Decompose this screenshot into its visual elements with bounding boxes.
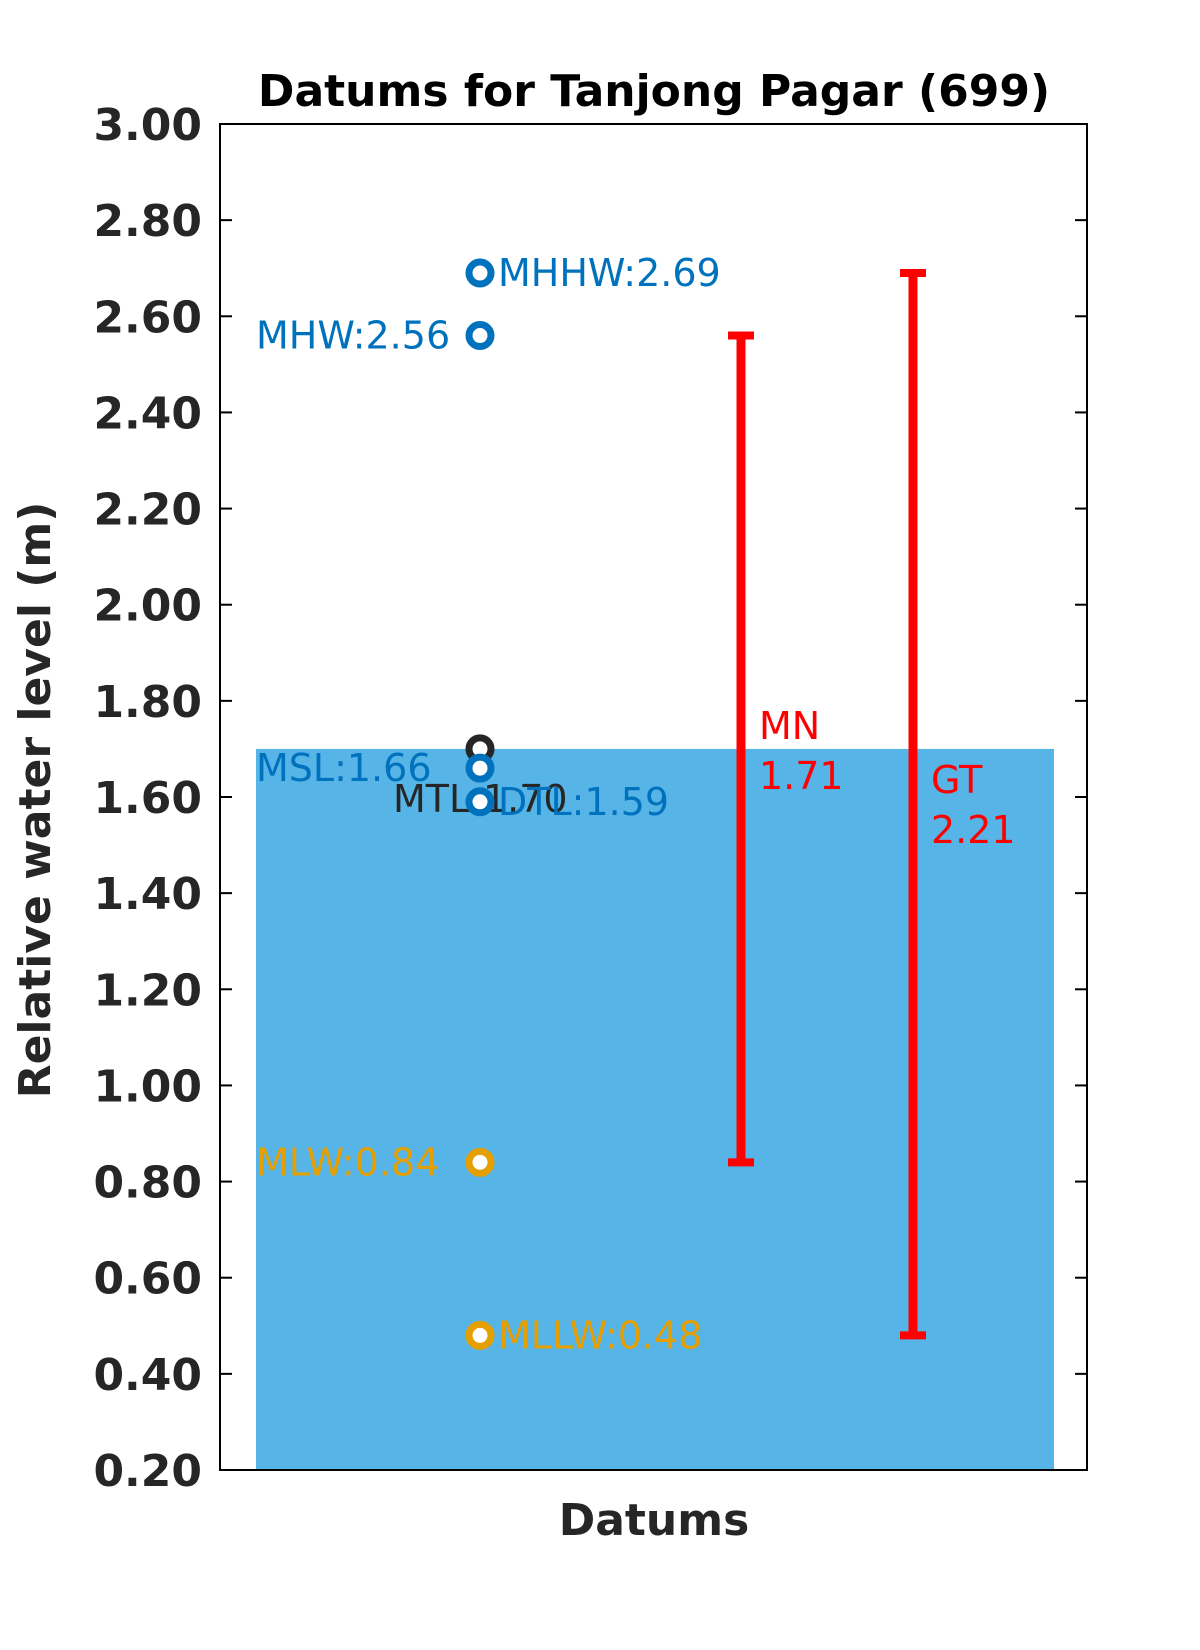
y-tick-label: 1.40 <box>93 869 202 920</box>
y-tick-label: 2.00 <box>93 581 202 632</box>
range-mn-name: MN <box>759 704 820 748</box>
chart-title: Datums for Tanjong Pagar (699) <box>258 66 1050 117</box>
datum-point-dtl <box>465 787 495 817</box>
range-gt-value: 2.21 <box>931 808 1016 852</box>
datum-point-mhhw <box>465 258 495 288</box>
y-axis-label: Relative water level (m) <box>10 502 61 1099</box>
datum-point-mllw <box>465 1320 495 1350</box>
datum-label-mllw: MLLW:0.48 <box>498 1313 702 1357</box>
datum-point-msl <box>465 753 495 783</box>
range-mn-value: 1.71 <box>759 754 844 798</box>
datum-label-dtl: DTL:1.59 <box>498 780 669 824</box>
y-tick-label: 1.80 <box>93 677 202 728</box>
datum-label-mlw: MLW:0.84 <box>256 1140 439 1184</box>
y-tick-label: 2.40 <box>93 388 202 439</box>
datum-point-mlw <box>465 1147 495 1177</box>
y-tick-label: 0.20 <box>93 1446 202 1497</box>
y-tick-label: 2.20 <box>93 485 202 536</box>
y-tick-label: 1.00 <box>93 1061 202 1112</box>
range-gt-name: GT <box>931 758 983 802</box>
datum-label-mhhw: MHHW:2.69 <box>498 251 721 295</box>
x-axis-label: Datums <box>559 1495 750 1546</box>
y-tick-label: 2.60 <box>93 292 202 343</box>
datum-point-mhw <box>465 321 495 351</box>
y-tick-label: 1.20 <box>93 965 202 1016</box>
datum-label-mhw: MHW:2.56 <box>256 314 450 358</box>
y-tick-label: 2.80 <box>93 196 202 247</box>
y-tick-label: 3.00 <box>93 100 202 151</box>
y-tick-label: 0.60 <box>93 1254 202 1305</box>
y-tick-label: 0.40 <box>93 1350 202 1401</box>
y-tick-label: 0.80 <box>93 1158 202 1209</box>
mtl-fill-bar <box>256 748 1054 1470</box>
y-tick-label: 1.60 <box>93 773 202 824</box>
datum-label-msl: MSL:1.66 <box>256 746 432 790</box>
